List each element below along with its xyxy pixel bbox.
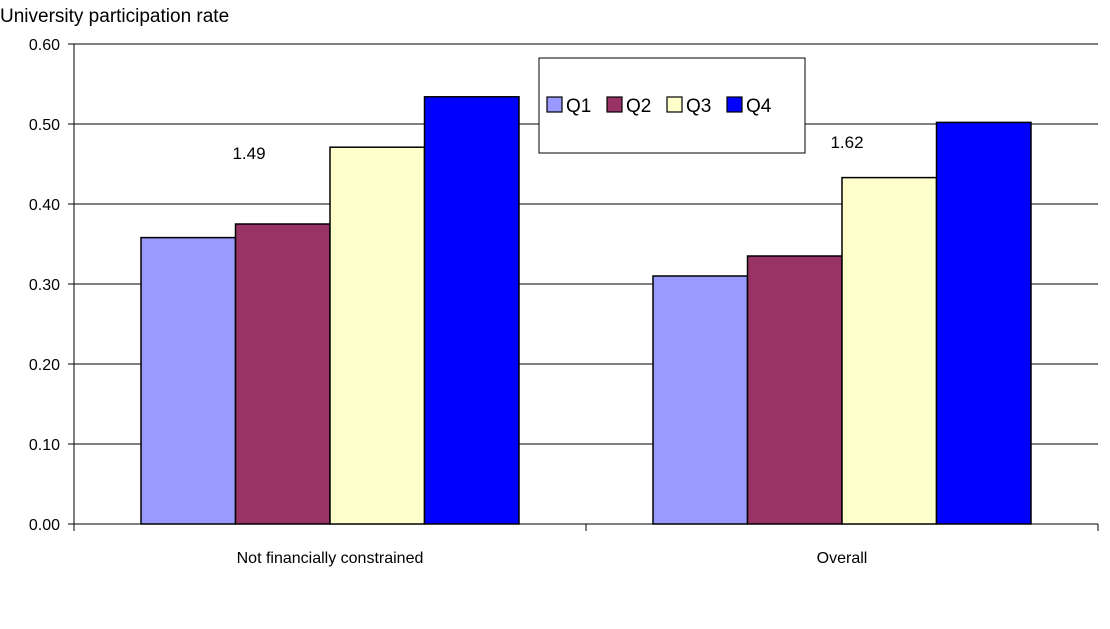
y-tick-label: 0.60 <box>29 37 60 54</box>
bar-q1 <box>140 236 237 525</box>
bar-q4 <box>423 96 520 525</box>
bar-q1 <box>652 275 749 525</box>
legend-label: Q3 <box>686 96 711 117</box>
legend-swatch <box>726 96 743 113</box>
y-tick-label: 0.20 <box>29 357 60 374</box>
bar-q4 <box>935 121 1032 525</box>
y-axis-title: University participation rate <box>0 6 230 27</box>
bar-q2 <box>234 223 331 525</box>
y-tick-label: 0.00 <box>29 517 60 534</box>
y-tick-label: 0.10 <box>29 437 60 454</box>
legend-label: Q4 <box>746 96 772 117</box>
x-tick-label: Not financially constrained <box>237 550 424 567</box>
y-tick-label: 0.50 <box>29 117 60 134</box>
bar-q3 <box>329 146 426 525</box>
legend-swatch <box>666 96 683 113</box>
bar-q3 <box>841 176 938 525</box>
legend-label: Q2 <box>626 96 651 117</box>
y-tick-label: 0.40 <box>29 197 60 214</box>
x-tick-label: Overall <box>817 550 868 567</box>
bar-q2 <box>746 255 843 525</box>
legend-swatch <box>606 96 623 113</box>
ratio-annotation: 1.49 <box>232 144 265 163</box>
y-tick-label: 0.30 <box>29 277 60 294</box>
ratio-annotation: 1.62 <box>830 133 863 152</box>
legend-label: Q1 <box>566 96 591 117</box>
legend-swatch <box>546 96 563 113</box>
